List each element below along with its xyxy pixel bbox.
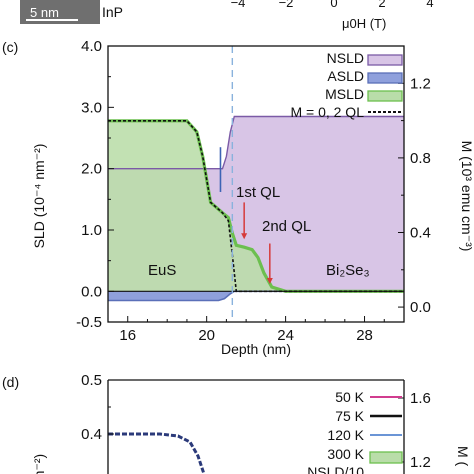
y2-tick-label: 0.0 [410, 299, 431, 316]
legend-msld-swatch [367, 90, 403, 102]
material-label: InP [102, 4, 123, 20]
x-tick-label: 20 [198, 327, 215, 344]
panel-c-legend: NSLD ASLD MSLD M = 0, 2 QL [290, 50, 403, 120]
annotation-eus: EuS [148, 262, 176, 279]
panel-c-plot-area [108, 46, 404, 322]
top-strip: 5 nm InP −4 −2 0 2 4 μ0H (T) [20, 0, 434, 31]
top-tick-label: −2 [279, 0, 294, 10]
m-dashed-line [108, 120, 404, 293]
x-tick-label: 16 [119, 327, 136, 344]
y-tick-label: 4.0 [81, 38, 102, 55]
legend-50k-label: 50 K [335, 389, 364, 405]
panel-c: (c) 16 20 24 28 4.0 3.0 2.0 1.0 0.0 -0.5 1.2 0.8 0.4… [2, 38, 474, 357]
legend-msld-label: MSLD [325, 86, 364, 102]
d-y2-tick-label: 1.6 [410, 390, 431, 407]
annotation-1st-ql: 1st QL [236, 184, 280, 201]
legend-asld-swatch [367, 72, 403, 84]
y-tick-label: 2.0 [81, 161, 102, 178]
panel-d: (d) 0.5 0.4 1.6 1.2 m⁻²) M ( 50 K 75 K 120 … [2, 372, 471, 474]
msld-area [108, 120, 404, 292]
d-y2-tick-label: 1.2 [410, 454, 431, 471]
y-tick-label: 0.0 [81, 283, 102, 300]
panel-d-y2label: M ( [455, 446, 471, 467]
top-axis-label: μ0H (T) [342, 16, 386, 31]
legend-300k-swatch [369, 451, 403, 464]
top-tick-label: 0 [330, 0, 337, 10]
legend-nsld-label: NSLD [327, 50, 364, 66]
panel-c-xlabel: Depth (nm) [221, 341, 291, 357]
arrow-1st-ql-head [241, 233, 248, 240]
x-tick-label: 28 [356, 327, 373, 344]
series-group [108, 46, 404, 322]
y-tick-label: 1.0 [81, 222, 102, 239]
panel-d-label: (d) [2, 374, 19, 390]
panel-d-legend: 50 K 75 K 120 K 300 K NSLD/10 [307, 389, 403, 474]
top-tick-label: 2 [378, 0, 385, 10]
panel-c-label: (c) [2, 39, 18, 55]
legend-m-label: M = 0, 2 QL [290, 104, 364, 120]
panel-c-annotations: EuS Bi₂Se₃ 1st QL 2nd QL [148, 184, 370, 279]
y-tick-label: -0.5 [76, 314, 102, 331]
top-tick-label: 4 [426, 0, 433, 10]
annotation-2nd-ql: 2nd QL [262, 218, 311, 235]
legend-nsld10-label: NSLD/10 [307, 464, 364, 474]
annotation-bi2se3: Bi₂Se₃ [326, 262, 370, 279]
panel-c-y2label: M (10³ emu cm⁻³) [459, 141, 474, 252]
top-tick-label: −4 [231, 0, 246, 10]
panel-c-ylabel: SLD (10⁻⁴ nm⁻²) [31, 144, 47, 249]
legend-asld-label: ASLD [327, 68, 364, 84]
panel-c-ticks: 16 20 24 28 4.0 3.0 2.0 1.0 0.0 -0.5 1.2 0.8 0.4 0.0 [76, 38, 431, 344]
d-y-tick-label: 0.5 [81, 372, 102, 389]
d-y-tick-label: 0.4 [81, 426, 102, 443]
legend-120k-label: 120 K [327, 427, 364, 443]
asld-area [108, 291, 404, 301]
legend-75k-label: 75 K [335, 408, 364, 424]
y2-tick-label: 1.2 [410, 75, 431, 92]
d-navy-curve [108, 432, 206, 474]
legend-300k-label: 300 K [327, 446, 364, 462]
panel-d-ylabel: m⁻²) [31, 454, 47, 474]
y-tick-label: 3.0 [81, 99, 102, 116]
y2-tick-label: 0.8 [410, 150, 431, 167]
legend-nsld-swatch [367, 54, 403, 66]
arrow-2nd-ql-head [266, 277, 273, 284]
y2-tick-label: 0.4 [410, 224, 431, 241]
panel-c-frame [107, 45, 405, 323]
scale-bar-label: 5 nm [30, 5, 59, 20]
panel-d-ticks: 0.5 0.4 1.6 1.2 [81, 372, 431, 471]
panel-d-plot-area [108, 432, 206, 474]
x-tick-label: 24 [277, 327, 294, 344]
